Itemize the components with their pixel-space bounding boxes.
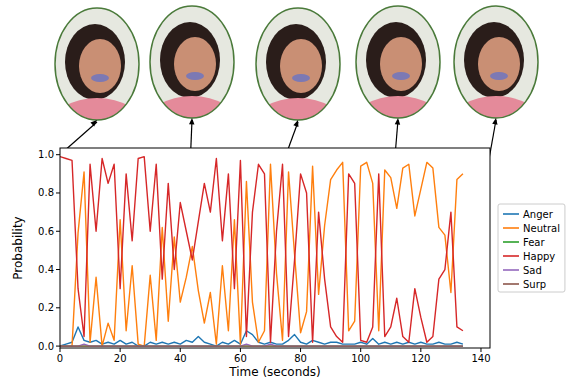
x-tick [120, 348, 121, 352]
lines [60, 157, 463, 346]
y-tick [56, 231, 60, 232]
x-tick-label: 100 [351, 353, 370, 364]
face-photo [252, 4, 344, 154]
face [380, 37, 422, 91]
face [79, 39, 121, 93]
x-tick [180, 348, 181, 352]
legend-swatch [503, 283, 519, 285]
photo-frame [150, 6, 234, 118]
legend-swatch [503, 227, 519, 229]
legend-label: Fear [523, 237, 545, 248]
plot-frame [60, 148, 490, 348]
landmarks [186, 72, 204, 80]
x-tick-label: 120 [411, 353, 430, 364]
arrow-head [492, 118, 497, 125]
arrow-head [293, 120, 298, 127]
face [478, 37, 520, 91]
face-photo [51, 4, 143, 154]
legend-label: Surp [523, 279, 546, 290]
legend-swatch [503, 241, 519, 243]
hair [464, 22, 524, 98]
y-tick [56, 269, 60, 270]
legend-label: Happy [523, 251, 555, 262]
legend: Anger Neutral Fear Happy Sad Surp [498, 204, 565, 292]
x-tick-label: 140 [471, 353, 490, 364]
x-tick [360, 348, 361, 352]
x-tick-label: 20 [114, 353, 127, 364]
x-tick-label: 0 [57, 353, 63, 364]
face-photo [352, 2, 444, 152]
legend-swatch [503, 255, 519, 257]
y-tick [56, 307, 60, 308]
landmarks [91, 74, 109, 82]
hair [65, 24, 125, 100]
x-tick [240, 348, 241, 352]
shirt [450, 96, 542, 152]
legend-swatch [503, 269, 519, 271]
hair [160, 22, 220, 98]
landmarks [490, 72, 508, 80]
y-tick-label: 0.8 [38, 187, 54, 198]
face-photo [450, 2, 542, 152]
series-line [60, 157, 463, 343]
y-tick-label: 0.4 [38, 264, 54, 275]
x-tick-label: 40 [174, 353, 187, 364]
arrow-head [90, 120, 97, 126]
series-line [60, 344, 463, 346]
x-tick-label: 60 [234, 353, 247, 364]
arrow-head [189, 118, 194, 125]
hair [366, 22, 426, 98]
shirt [352, 96, 444, 152]
chart: 0 20 40 60 80 100 120 140 0.0 0.2 0.4 0.6 0.8 1.0 Time… [0, 0, 574, 381]
photo-frame [356, 6, 440, 118]
y-tick-label: 0.6 [38, 226, 54, 237]
legend-label: Sad [523, 265, 542, 276]
arrow-head [395, 118, 400, 125]
series-line [60, 345, 463, 346]
photo-frame [55, 8, 139, 120]
x-tick [300, 348, 301, 352]
shirt [146, 96, 238, 152]
hair [266, 24, 326, 100]
series-line [60, 162, 463, 346]
photo-frame [256, 8, 340, 120]
x-axis-title: Time (seconds) [228, 365, 321, 379]
y-tick [56, 154, 60, 155]
legend-label: Anger [523, 209, 554, 220]
x-tick [420, 348, 421, 352]
y-tick-label: 1.0 [38, 149, 54, 160]
series-line [60, 345, 463, 346]
y-tick [56, 346, 60, 347]
shirt [51, 98, 143, 154]
legend-swatch [503, 213, 519, 215]
photo-frame [454, 6, 538, 118]
x-tick [480, 348, 481, 352]
face [280, 39, 322, 93]
shirt [252, 98, 344, 154]
landmarks [392, 72, 410, 80]
y-axis-title: Probability [11, 216, 25, 279]
y-tick [56, 192, 60, 193]
legend-label: Neutral [523, 223, 560, 234]
face [174, 37, 216, 91]
landmarks [292, 74, 310, 82]
x-tick [60, 348, 61, 352]
y-tick-label: 0.0 [38, 341, 54, 352]
y-tick-label: 0.2 [38, 302, 54, 313]
x-tick-label: 80 [294, 353, 307, 364]
plot-background [60, 148, 490, 348]
legend-box [498, 204, 565, 292]
